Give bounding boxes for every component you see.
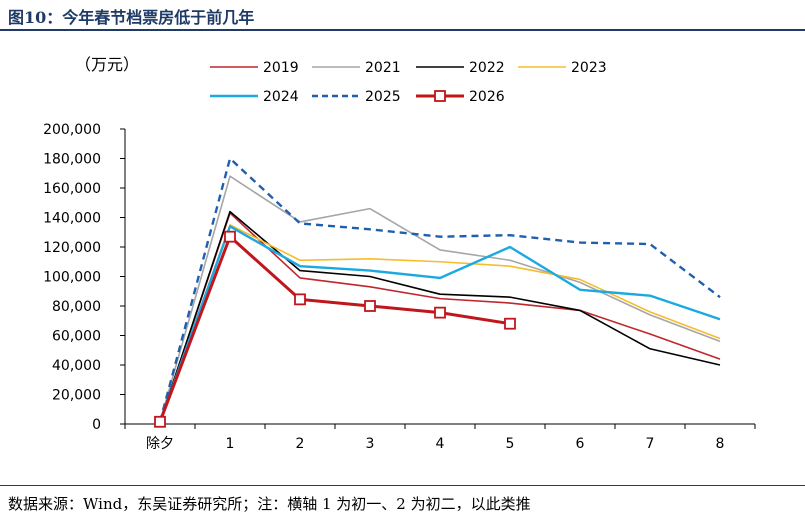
x-tick-label: 1 [226,436,235,452]
legend-label-2019: 2019 [263,60,299,76]
series-group [154,157,721,428]
y-tick-label: 140,000 [43,211,101,227]
x-tick-label: 8 [716,436,725,452]
x-tick-label: 2 [296,436,305,452]
series-line-2022 [159,210,721,423]
x-tick-label: 除夕 [146,436,174,452]
y-tick-label: 160,000 [43,181,101,197]
y-tick-label: 20,000 [52,388,101,404]
title-divider [0,29,805,31]
data-point-2026 [294,293,306,306]
figure-title: 图10：今年春节档票房低于前几年 [8,8,255,27]
data-point-2026 [154,415,166,428]
series-line-2023 [159,224,721,423]
y-tick-label: 100,000 [43,270,101,286]
series-line-2021 [159,175,721,423]
x-tick-label: 6 [576,436,585,452]
series-line-2019 [159,212,721,423]
axes: 0 20,000 40,000 60,000 80,000 100,000 120,000 1… [43,122,756,452]
x-tick-label: 5 [506,436,515,452]
y-tick-label: 200,000 [43,122,101,138]
legend-label-2025: 2025 [365,89,401,105]
series-line-2026 [158,235,511,423]
legend-label-2024: 2024 [263,89,299,105]
y-tick-label: 120,000 [43,240,101,256]
legend-marker-2026 [434,90,446,102]
series-line-2024 [158,225,721,423]
bottom-divider [0,485,805,486]
legend: 2019 2021 2022 2023 2024 2025 2026 [210,60,607,105]
data-point-2026 [504,317,516,330]
y-tick-label: 180,000 [43,152,101,168]
y-tick-label: 40,000 [52,358,101,374]
line-chart: （万元） 2019 2021 2022 2023 2024 2025 2026 0 20,00… [43,55,756,452]
source-note: 数据来源：Wind，东吴证券研究所；注：横轴 1 为初一、2 为初二，以此类推 [8,495,531,513]
data-point-2026 [434,306,446,319]
legend-label-2026: 2026 [469,89,505,105]
x-tick-label: 7 [646,436,655,452]
y-tick-label: 60,000 [52,329,101,345]
x-tick-label: 4 [436,436,445,452]
data-point-2026 [364,300,376,312]
legend-label-2023: 2023 [571,60,607,76]
series-line-2025 [158,157,721,423]
y-tick-label: 80,000 [52,299,101,315]
y-axis-unit-label: （万元） [75,55,139,74]
legend-label-2022: 2022 [469,60,505,76]
data-point-2026 [224,230,236,243]
y-tick-label: 0 [92,417,101,433]
x-tick-label: 3 [366,436,375,452]
legend-label-2021: 2021 [365,60,401,76]
